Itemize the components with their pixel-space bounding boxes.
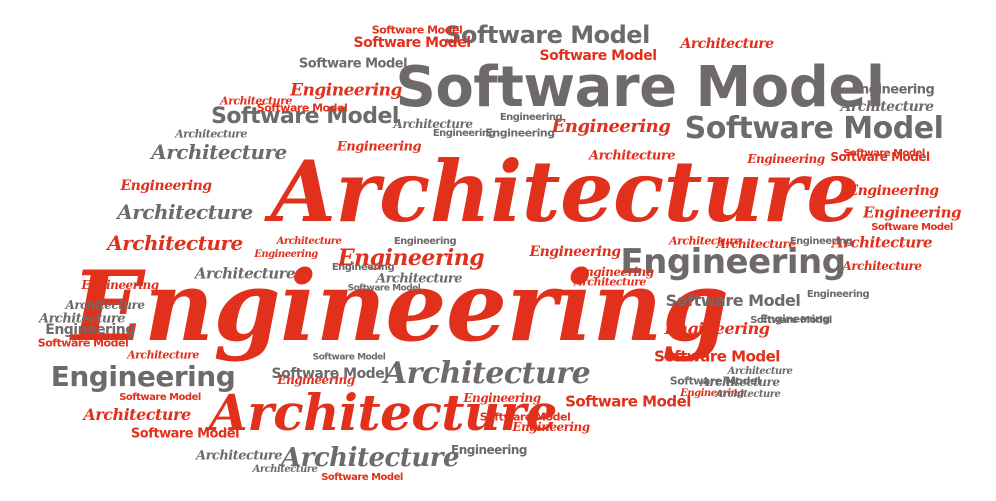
cloud-word: Architecture xyxy=(151,140,287,164)
cloud-word: Architecture xyxy=(842,259,922,273)
cloud-word: Engineering xyxy=(336,139,422,155)
cloud-word: Engineering xyxy=(331,262,395,273)
cloud-word: Architecture xyxy=(107,231,243,255)
cloud-word: Engineering xyxy=(512,420,590,434)
cloud-word: Engineering xyxy=(45,322,135,338)
cloud-word: Software Model xyxy=(684,111,944,146)
cloud-word: Engineering xyxy=(50,360,236,393)
cloud-word: Engineering xyxy=(120,178,212,194)
cloud-word: Software Model xyxy=(130,426,240,442)
cloud-word: Engineering xyxy=(789,236,853,247)
cloud-word: Architecture xyxy=(840,99,934,115)
cloud-word: Software Model xyxy=(444,21,650,49)
cloud-word: Engineering xyxy=(664,319,770,338)
cloud-word: Software Model xyxy=(211,104,399,129)
cloud-word: Software Model xyxy=(256,101,348,115)
cloud-word: Architecture xyxy=(393,117,473,131)
cloud-word: Architecture xyxy=(220,94,292,108)
cloud-word: Architecture xyxy=(270,142,860,241)
cloud-word: Software Model xyxy=(750,315,832,326)
cloud-word: Engineering xyxy=(277,373,355,387)
cloud-word: Software Model xyxy=(665,291,801,310)
cloud-word: Engineering xyxy=(451,443,527,457)
cloud-word: Architecture xyxy=(375,271,463,287)
cloud-word: Architecture xyxy=(588,148,676,164)
cloud-word: Architecture xyxy=(175,127,247,141)
cloud-word: Architecture xyxy=(700,375,780,389)
cloud-word: Engineering xyxy=(620,242,846,282)
cloud-word: Software Model xyxy=(37,336,129,350)
cloud-word: Engineering xyxy=(847,183,939,199)
cloud-word: Engineering xyxy=(680,388,744,399)
cloud-word: Engineering xyxy=(576,265,654,279)
cloud-word: Software Model xyxy=(312,352,386,363)
cloud-word: Software Model xyxy=(298,56,408,72)
cloud-word: Engineering xyxy=(393,236,457,247)
cloud-word: Architecture xyxy=(280,443,460,473)
cloud-word: Architecture xyxy=(195,448,283,464)
cloud-word: Architecture xyxy=(669,234,741,248)
cloud-word: Engineering xyxy=(290,80,402,101)
cloud-word: Architecture xyxy=(252,464,318,475)
cloud-word: Engineering xyxy=(485,126,555,140)
cloud-word: Engineering xyxy=(254,249,318,260)
cloud-word: Architecture xyxy=(716,237,796,251)
cloud-word: Software Model xyxy=(871,222,953,233)
cloud-word: Engineering xyxy=(337,245,485,271)
cloud-word: Software Model xyxy=(395,55,885,120)
cloud-word: Engineering xyxy=(851,82,935,98)
cloud-word: Engineering xyxy=(551,116,671,137)
cloud-word: Architecture xyxy=(209,383,557,442)
cloud-word: Software Model xyxy=(654,347,780,366)
cloud-word: Software Model xyxy=(271,366,389,382)
cloud-word: Software Model xyxy=(353,35,471,51)
cloud-word: Software Model xyxy=(347,283,421,294)
cloud-word: Architecture xyxy=(680,36,774,52)
cloud-word: Architecture xyxy=(65,298,145,312)
cloud-word: Software Model xyxy=(565,392,691,411)
cloud-word: Software Model xyxy=(539,48,657,64)
cloud-word: Engineering xyxy=(529,244,621,260)
cloud-word: Engineering xyxy=(862,203,962,222)
cloud-word: Software Model xyxy=(371,23,463,37)
cloud-word: Architecture xyxy=(574,275,646,289)
cloud-word: Engineering xyxy=(81,278,159,292)
cloud-word: Software Model xyxy=(830,150,930,164)
cloud-word: Architecture xyxy=(276,236,342,247)
cloud-word: Architecture xyxy=(715,389,781,400)
cloud-word: Architecture xyxy=(831,233,933,252)
cloud-word: Engineering xyxy=(71,250,729,363)
cloud-word: Engineering xyxy=(499,112,563,123)
cloud-word: Engineering xyxy=(760,312,830,326)
cloud-word: Engineering xyxy=(463,391,541,405)
cloud-word: Architecture xyxy=(83,405,191,424)
cloud-word: Software Model xyxy=(119,392,201,403)
cloud-word: Architecture xyxy=(117,200,253,224)
cloud-word: Engineering xyxy=(806,289,870,300)
cloud-word: Engineering xyxy=(747,152,825,166)
cloud-word: Software Model xyxy=(669,374,761,388)
cloud-word: Engineering xyxy=(432,128,496,139)
cloud-word: Architecture xyxy=(38,311,126,327)
cloud-word: Architecture xyxy=(194,264,296,283)
cloud-word: Architecture xyxy=(127,348,199,362)
cloud-word: Software Model xyxy=(321,472,403,483)
cloud-word: Software Model xyxy=(843,148,925,159)
cloud-word: Architecture xyxy=(383,356,591,391)
cloud-word: Software Model xyxy=(479,410,571,424)
cloud-word: Architecture xyxy=(727,366,793,377)
